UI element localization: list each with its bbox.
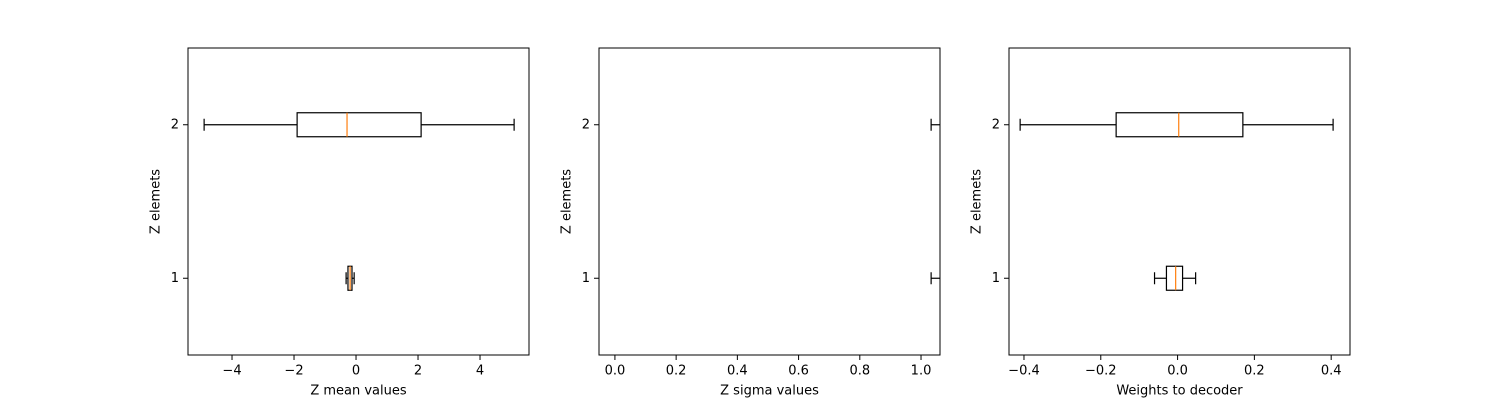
- plot-area: [1019, 112, 1334, 291]
- box: [942, 113, 951, 137]
- x-tick-label: 2: [414, 364, 422, 379]
- x-tick-label: 1.0: [911, 364, 932, 379]
- plot-area: [930, 113, 951, 290]
- box: [942, 266, 951, 290]
- x-axis-label: Z mean values: [310, 384, 407, 399]
- box: [1165, 265, 1184, 291]
- y-tick-label: 1: [171, 271, 179, 286]
- y-tick-label: 2: [992, 117, 1000, 132]
- box: [1115, 112, 1244, 138]
- x-tick-label: −0.4: [1008, 364, 1040, 379]
- x-tick-label: 4: [476, 364, 484, 379]
- x-tick-label: 0.4: [727, 364, 748, 379]
- y-tick-label: 2: [171, 117, 179, 132]
- x-tick-label: −0.2: [1085, 364, 1117, 379]
- axes-frame: [1008, 47, 1351, 356]
- x-tick-label: 0.0: [1167, 364, 1188, 379]
- axes: −4 −2 0 2 4 1 2 Z mean values Z elemets: [149, 47, 530, 399]
- x-tick-label: 0.2: [1244, 364, 1265, 379]
- y-tick-label: 2: [582, 117, 590, 132]
- x-tick-label: 0.4: [1321, 364, 1342, 379]
- y-tick-label: 1: [582, 271, 590, 286]
- axes-frame: [598, 47, 941, 356]
- box: [296, 112, 422, 138]
- y-tick-label: 1: [992, 271, 1000, 286]
- axes: 0.0 0.2 0.4 0.6 0.8 1.0 1 2 Z sigma values Z elem…: [560, 47, 951, 399]
- plot-area: [203, 112, 515, 291]
- x-axis-label: Weights to decoder: [1116, 384, 1243, 399]
- x-tick-label: −4: [222, 364, 241, 379]
- x-tick-label: 0.2: [666, 364, 687, 379]
- y-axis-label: Z elemets: [149, 169, 164, 234]
- x-tick-label: 0.0: [605, 364, 626, 379]
- x-tick-label: 0.8: [849, 364, 870, 379]
- axes-frame: [187, 47, 530, 356]
- axes: −0.4 −0.2 0.0 0.2 0.4 1 2 Weights to decoder Z e…: [970, 47, 1351, 399]
- x-tick-label: −2: [284, 364, 303, 379]
- x-tick-label: 0.6: [788, 364, 809, 379]
- y-axis-label: Z elemets: [560, 169, 575, 234]
- x-tick-label: 0: [352, 364, 360, 379]
- x-axis-label: Z sigma values: [720, 384, 819, 399]
- y-axis-label: Z elemets: [970, 169, 985, 234]
